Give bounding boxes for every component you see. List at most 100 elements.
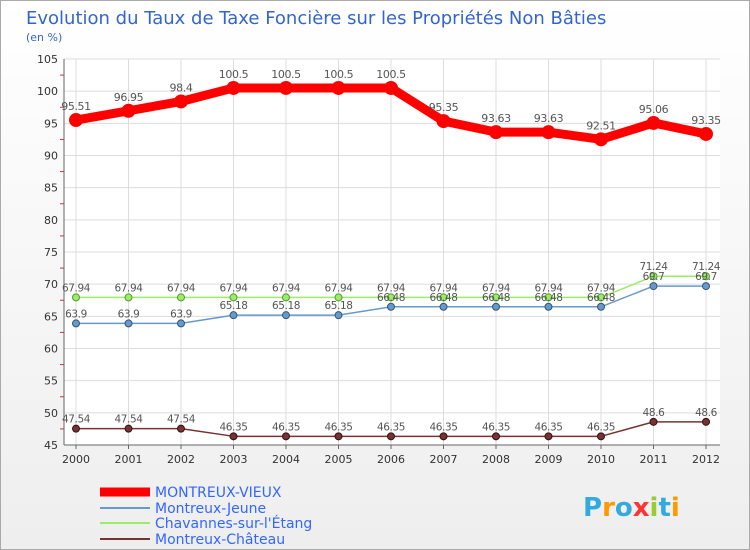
data-point — [439, 293, 448, 302]
data-point — [334, 311, 343, 320]
data-point — [124, 293, 133, 302]
y-tick-label: 95 — [44, 117, 58, 130]
data-label: 66.48 — [482, 292, 510, 304]
data-label: 67.94 — [272, 282, 301, 294]
data-point — [387, 293, 395, 302]
data-point — [226, 80, 241, 95]
legend-item-0: MONTREUX-VIEUX — [100, 485, 282, 501]
data-point — [699, 126, 713, 141]
x-tick-label: 2010 — [587, 453, 615, 466]
data-label: 95.51 — [61, 100, 91, 113]
series-group — [69, 80, 713, 441]
grid-lines — [64, 58, 720, 446]
y-tick-label: 90 — [44, 150, 58, 163]
data-point — [334, 432, 343, 441]
y-tick-label: 85 — [44, 182, 58, 195]
data-point — [229, 432, 238, 441]
y-tick-label: 105 — [37, 53, 58, 66]
data-point — [282, 293, 290, 302]
data-label: 69.7 — [695, 271, 717, 283]
data-label: 65.18 — [219, 300, 247, 312]
logo-letter: i — [650, 493, 659, 523]
data-label: 48.6 — [695, 407, 717, 419]
data-label: 67.94 — [167, 282, 196, 294]
data-point — [229, 311, 238, 320]
y-tick-label: 75 — [44, 246, 58, 259]
data-label: 95.35 — [429, 101, 459, 114]
x-tick-label: 2001 — [115, 453, 143, 466]
x-tick-label: 2004 — [272, 453, 300, 466]
chart-title: Evolution du Taux de Taxe Foncière sur l… — [26, 8, 606, 29]
data-label: 47.54 — [114, 414, 143, 426]
logo-letter: t — [658, 493, 670, 523]
data-label: 98.4 — [170, 81, 193, 94]
data-point — [489, 125, 503, 140]
data-point — [649, 417, 658, 426]
data-label: 93.35 — [691, 114, 721, 127]
y-tick-label: 70 — [44, 278, 58, 291]
data-label: 63.9 — [170, 308, 192, 320]
legend: MONTREUX-VIEUXMontreux-JeuneChavannes-su… — [100, 485, 312, 548]
data-point — [439, 432, 448, 441]
data-label: 46.35 — [377, 421, 405, 433]
data-point — [69, 113, 83, 128]
chart-subtitle: (en %) — [26, 31, 62, 44]
data-label: 71.24 — [692, 261, 721, 273]
data-label: 67.94 — [429, 282, 458, 294]
data-point — [702, 417, 710, 426]
data-point — [492, 432, 500, 441]
logo-letter: r — [602, 493, 615, 523]
data-label: 96.95 — [114, 91, 144, 104]
data-label: 95.06 — [639, 103, 669, 116]
data-label: 66.48 — [429, 292, 457, 304]
y-tick-label: 60 — [44, 343, 58, 356]
data-point — [124, 424, 133, 433]
data-point — [597, 293, 605, 302]
data-point — [72, 424, 80, 433]
x-tick-label: 2011 — [640, 453, 668, 466]
legend-label: Chavannes-sur-l'Étang — [155, 515, 312, 532]
data-point — [282, 432, 290, 441]
data-label: 67.94 — [587, 282, 616, 294]
data-point — [594, 132, 608, 147]
legend-label: MONTREUX-VIEUX — [155, 485, 282, 501]
data-label: 92.51 — [586, 119, 616, 132]
data-point — [649, 272, 658, 281]
data-label: 47.54 — [62, 414, 91, 426]
axes: 45 50 55 60 65 70 75 80 85 90 95 100 105 2000 2001 2002… — [37, 53, 720, 466]
data-label: 46.35 — [429, 421, 457, 433]
y-tick-label: 50 — [44, 407, 58, 420]
data-point — [72, 319, 80, 328]
data-label: 67.94 — [482, 282, 511, 294]
value-labels-group: 95.51 96.95 98.4 100.5 100.5 100.5 100.5 95.35 9… — [61, 68, 721, 433]
data-point — [544, 302, 553, 311]
data-point — [334, 293, 343, 302]
data-point — [702, 272, 710, 281]
data-point — [439, 302, 448, 311]
data-label: 66.48 — [377, 292, 405, 304]
data-point — [646, 115, 661, 130]
x-tick-label: 2012 — [692, 453, 720, 466]
x-tick-label: 2005 — [325, 453, 353, 466]
series-2 — [72, 272, 710, 302]
y-tick-label: 80 — [44, 214, 58, 227]
logo-letter: o — [615, 493, 633, 523]
data-label: 46.35 — [324, 421, 352, 433]
x-tick-label: 2000 — [62, 453, 90, 466]
data-point — [72, 293, 80, 302]
data-label: 71.24 — [639, 261, 668, 273]
data-point — [174, 94, 188, 109]
data-point — [492, 293, 500, 302]
y-tick-label: 100 — [37, 85, 58, 98]
y-tick-label: 65 — [44, 310, 58, 323]
y-tick-label: 45 — [44, 439, 58, 452]
legend-item-3: Montreux-Château — [100, 532, 285, 548]
data-label: 48.6 — [643, 407, 665, 419]
data-point — [229, 293, 238, 302]
logo-letter: x — [633, 493, 650, 523]
data-point — [436, 114, 451, 129]
data-point — [279, 80, 293, 95]
data-label: 67.94 — [324, 282, 353, 294]
